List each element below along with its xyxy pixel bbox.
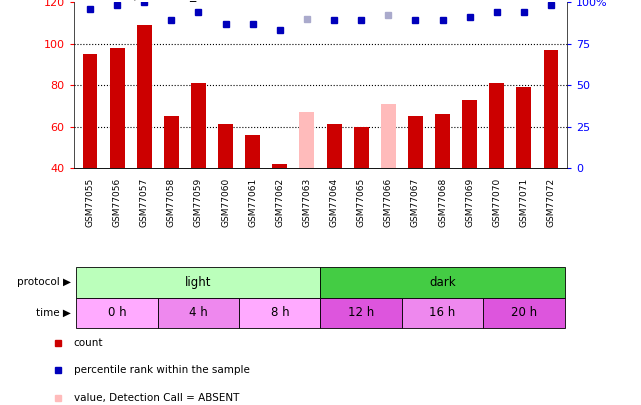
Text: 16 h: 16 h <box>429 306 456 320</box>
Bar <box>381 104 395 168</box>
Text: value, Detection Call = ABSENT: value, Detection Call = ABSENT <box>74 393 239 403</box>
Text: 20 h: 20 h <box>511 306 537 320</box>
Text: percentile rank within the sample: percentile rank within the sample <box>74 365 249 375</box>
Bar <box>158 298 239 328</box>
Bar <box>76 267 320 298</box>
Bar <box>517 87 531 168</box>
Bar <box>327 124 342 168</box>
Bar <box>483 298 565 328</box>
Text: 0 h: 0 h <box>108 306 126 320</box>
Bar <box>76 298 158 328</box>
Bar <box>191 83 206 168</box>
Text: GDS1757 / 254822_at: GDS1757 / 254822_at <box>71 0 209 1</box>
Bar <box>164 116 179 168</box>
Bar <box>272 164 287 168</box>
Bar <box>137 25 152 168</box>
Bar <box>402 298 483 328</box>
Bar <box>435 114 450 168</box>
Text: time ▶: time ▶ <box>36 308 71 318</box>
Text: light: light <box>185 276 212 289</box>
Bar <box>110 48 124 168</box>
Bar <box>320 267 565 298</box>
Bar <box>299 112 314 168</box>
Bar <box>239 298 320 328</box>
Text: dark: dark <box>429 276 456 289</box>
Bar <box>320 298 402 328</box>
Bar <box>218 124 233 168</box>
Bar <box>354 126 369 168</box>
Text: count: count <box>74 338 103 347</box>
Bar <box>408 116 423 168</box>
Text: 4 h: 4 h <box>189 306 208 320</box>
Bar <box>489 83 504 168</box>
Bar <box>246 135 260 168</box>
Bar <box>83 54 97 168</box>
Text: protocol ▶: protocol ▶ <box>17 277 71 288</box>
Text: 8 h: 8 h <box>271 306 289 320</box>
Bar <box>544 50 558 168</box>
Text: 12 h: 12 h <box>348 306 374 320</box>
Bar <box>462 100 477 168</box>
